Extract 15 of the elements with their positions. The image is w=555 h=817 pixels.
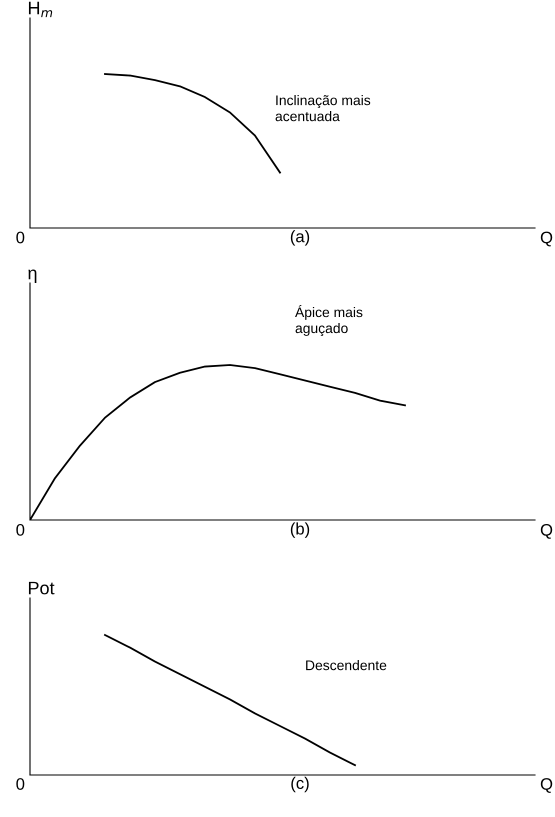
text: Ápice mais aguçado [295, 305, 362, 336]
text: Q [540, 232, 552, 246]
y-axis-title: η [28, 270, 36, 283]
text: Q [540, 524, 552, 539]
text: Q [540, 778, 552, 793]
text: 0 [16, 778, 24, 790]
annotation: Descendente [306, 660, 386, 670]
annotation: Inclinação mais acentuada [276, 95, 370, 122]
x-axis-title: (a) [290, 230, 310, 246]
x-axis-title: (b) [290, 522, 310, 538]
x-axis-title: (c) [291, 776, 309, 792]
y-axis-title: Pot [28, 582, 54, 594]
text: 0 [16, 232, 24, 244]
text: 0 [16, 524, 24, 536]
y-axis-title: H$_{m}$ [28, 2, 52, 18]
